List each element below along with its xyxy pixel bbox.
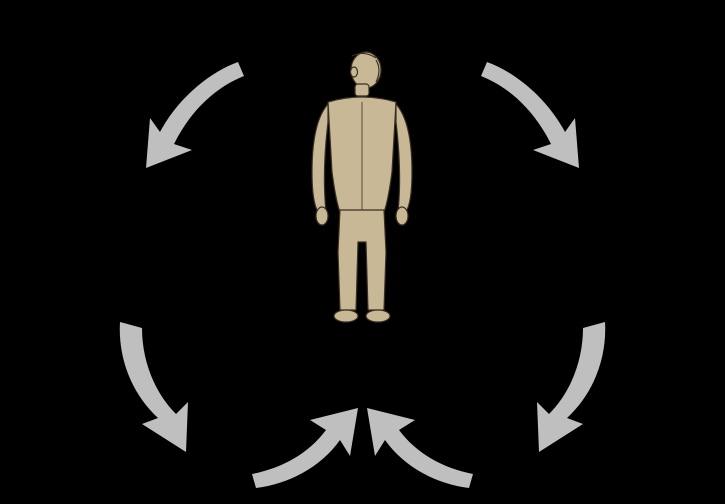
label-e-line1: (e) — [190, 448, 210, 469]
too-hot-line1: Too hot — [565, 190, 698, 213]
label-a: (a) — [272, 38, 292, 59]
label-d-line1: (d) — [642, 260, 663, 281]
arrow-bottom_left_down — [120, 322, 188, 452]
imbalance-title: Imbalance — [272, 14, 371, 40]
svg-canvas — [0, 0, 725, 504]
diagram-root: { "canvas": { "width": 725, "height": 50… — [0, 0, 725, 504]
label-f: (f) — [516, 448, 534, 469]
arrow-bottom_right_down — [537, 322, 605, 452]
arrow-bottom_right_up — [367, 408, 473, 488]
too-cold-line2: Heat-generating mechanisms — [28, 213, 203, 230]
imbalance-title-line1: Imbalance — [272, 14, 371, 40]
label-b-line1: (b) — [438, 38, 459, 59]
balance-line1: Balance — [303, 468, 378, 494]
balance: Balance — [303, 468, 378, 494]
human-figure — [312, 52, 412, 322]
label-f-line1: (f) — [516, 448, 534, 469]
too-hot: Too hotHeat loss mechanisms — [565, 190, 698, 230]
too-cold-line1: Too cold — [28, 190, 203, 213]
label-a-line1: (a) — [272, 38, 292, 59]
label-c-line1: (c) — [60, 260, 80, 281]
label-c: (c) — [60, 260, 80, 281]
too-cold: Too coldHeat-generating mechanisms — [28, 190, 203, 230]
label-b: (b) — [438, 38, 459, 59]
label-e: (e) — [190, 448, 210, 469]
too-hot-line2: Heat loss mechanisms — [565, 213, 698, 230]
label-d: (d) — [642, 260, 663, 281]
arrow-top_right — [481, 62, 579, 168]
arrow-top_left — [146, 62, 244, 168]
